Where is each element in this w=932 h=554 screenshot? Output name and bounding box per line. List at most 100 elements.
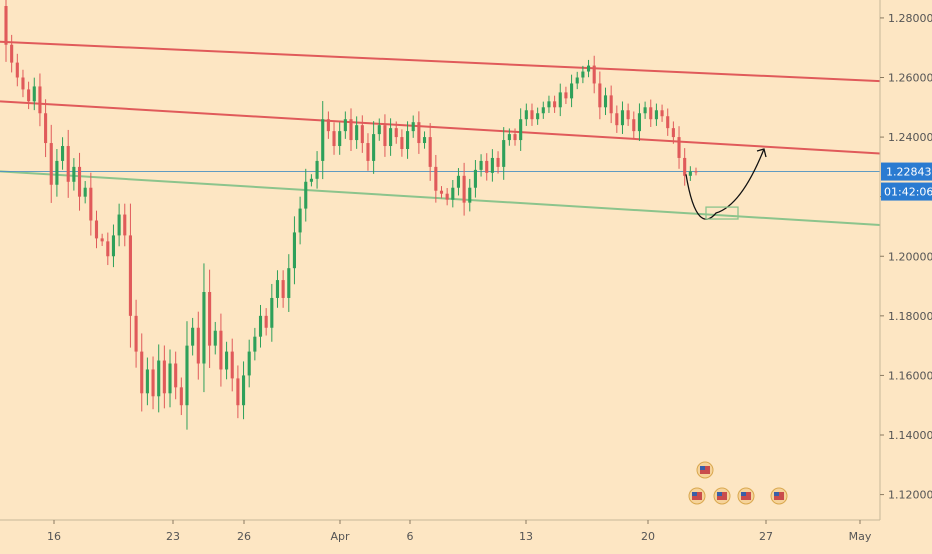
x-tick-label: 16 [47,530,61,543]
candle-body [32,86,36,102]
candle-body [586,65,591,72]
candle-body [553,101,557,108]
candle-body [683,157,687,176]
x-tick-label: 20 [641,530,655,543]
candle-body [185,345,189,406]
x-tick-label: Apr [330,530,350,543]
candle-body [394,128,398,138]
current-price-label: 1.22843 [886,166,932,179]
candle-body [106,241,110,257]
candle-body [507,134,511,141]
candle-body [434,166,438,191]
upper-resistance-line[interactable] [0,40,881,83]
candle-body [519,119,523,141]
candle-body [462,175,466,203]
y-tick-label: 1.26000 [888,72,932,85]
candle-body [230,351,234,379]
x-tick-label: 26 [237,530,251,543]
economic-events[interactable] [688,461,788,505]
candle-body [49,143,53,185]
candle-body [343,119,347,132]
candle-body [677,137,681,158]
x-tick-label: 23 [166,530,180,543]
candle-body [502,140,506,167]
candle-body [236,378,240,406]
candle-body [558,92,562,108]
y-tick-label: 1.18000 [888,310,932,323]
candle-body [473,169,477,188]
candle-body [21,77,25,90]
price-axis[interactable]: 1.280001.260001.240001.220001.200001.180… [880,12,932,502]
y-tick-label: 1.20000 [888,250,932,263]
candle-body [162,360,166,394]
candle-body [598,83,602,108]
candle-body [270,297,274,328]
candle-body [564,92,568,99]
candle-body [377,125,381,135]
candle-body [191,327,195,346]
candle-body [168,363,172,394]
candle-body [626,110,630,120]
candle-body [666,116,670,129]
candle-body [281,280,285,298]
candle-body [536,113,540,120]
target-zone-box[interactable] [705,206,739,220]
candle-body [372,134,376,161]
candle-body [151,369,155,397]
candle-body [643,107,647,114]
projection-curve[interactable] [685,148,765,220]
candle-body [134,315,138,352]
y-tick-label: 1.16000 [888,369,932,382]
candle-body [694,171,698,173]
candle-body [83,187,87,197]
us-flag-event-icon-canton [700,466,705,470]
candle-body [94,220,99,239]
candle-body [298,208,302,233]
candle-body [275,280,280,298]
candle-body [77,166,82,197]
candle-body [89,187,93,221]
candle-body [15,62,19,78]
candle-body [654,110,658,120]
candle-body [620,110,625,126]
candle-body [174,363,178,388]
candles-layer [4,0,698,430]
y-tick-label: 1.14000 [888,429,932,442]
projection-layer [685,148,767,220]
time-axis[interactable]: 16 23 26 Apr 6 13 20 27 May [47,520,872,543]
candle-body [111,235,116,257]
candle-body [157,360,161,397]
candle-body [140,351,144,394]
support-line[interactable] [0,170,881,226]
y-tick-label: 1.24000 [888,131,932,144]
current-price-badge [881,162,932,181]
candle-body [485,160,489,173]
candle-body [575,77,579,84]
candle-body [632,119,636,132]
candle-body [456,175,461,188]
candle-body [445,193,449,200]
candle-body [530,110,534,120]
candle-body [468,187,472,203]
candle-body [309,178,313,182]
candle-body [66,146,70,182]
event-marker-icon-canton [717,492,722,496]
candle-body [451,187,455,200]
candle-body [479,160,483,170]
candle-body [321,119,325,161]
candle-body [649,107,653,120]
lower-resistance-line[interactable] [0,100,881,155]
candle-body [439,190,444,194]
candle-body [671,128,675,138]
candle-body [10,44,14,63]
candle-body [264,315,268,328]
candle-body [304,181,308,209]
candle-body [326,119,330,132]
candle-body [660,110,664,117]
candle-body [213,330,217,346]
candle-body [428,137,432,167]
candle-body [406,131,410,150]
candle-body [258,315,263,337]
